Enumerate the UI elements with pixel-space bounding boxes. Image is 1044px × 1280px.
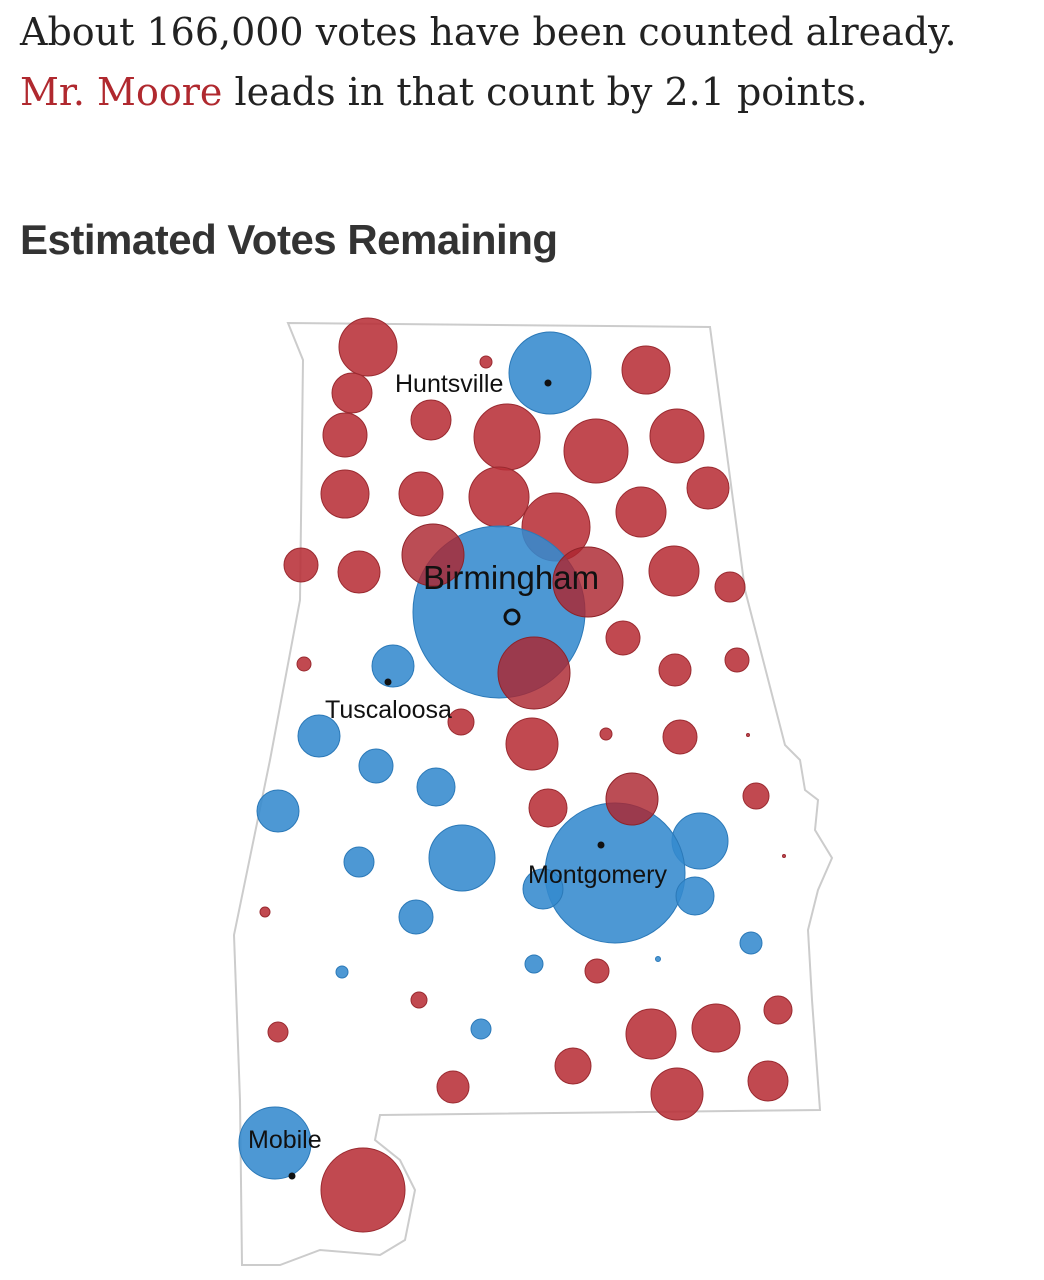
city-dot (288, 1172, 296, 1180)
vote-bubble (763, 995, 793, 1025)
city-label: Huntsville (395, 370, 503, 398)
vote-bubble (621, 345, 671, 395)
vote-bubble (447, 708, 475, 736)
vote-bubble (296, 656, 312, 672)
vote-bubble (338, 317, 398, 377)
city-dot (384, 678, 392, 686)
city-dot (544, 379, 552, 387)
vote-bubble (343, 846, 375, 878)
vote-bubble (267, 1021, 289, 1043)
city-dot (503, 608, 521, 626)
vote-bubble (508, 331, 592, 415)
vote-bubble (739, 931, 763, 955)
vote-bubble (259, 906, 271, 918)
vote-bubble (522, 868, 564, 910)
vote-bubble (436, 1070, 470, 1104)
vote-bubble (479, 355, 493, 369)
vote-bubble (256, 789, 300, 833)
intro: About 166,000 votes have been counted al… (20, 2, 957, 122)
intro-line2: leads in that count by 2.1 points. (222, 70, 868, 114)
vote-bubble (398, 471, 444, 517)
vote-bubble (782, 854, 786, 858)
vote-bubble (691, 1003, 741, 1053)
vote-bubble (320, 1147, 406, 1233)
intro-line1: About 166,000 votes have been counted al… (20, 10, 957, 54)
candidate-name: Mr. Moore (20, 70, 223, 114)
vote-bubble (686, 466, 730, 510)
vote-bubble (416, 767, 456, 807)
city-label: Mobile (248, 1126, 322, 1154)
vote-bubble (470, 1018, 492, 1040)
vote-bubble (625, 1008, 677, 1060)
vote-bubble (599, 727, 613, 741)
vote-bubble (320, 469, 370, 519)
city-label: Tuscaloosa (325, 696, 452, 724)
vote-bubble (401, 523, 465, 587)
vote-bubble (371, 644, 415, 688)
bubbles (238, 317, 793, 1233)
vote-bubble (468, 466, 530, 528)
vote-bubble (331, 372, 373, 414)
vote-bubble (605, 620, 641, 656)
city-label: Montgomery (528, 861, 667, 889)
vote-bubble (238, 1106, 312, 1180)
vote-bubble (473, 403, 541, 471)
vote-bubble (658, 653, 692, 687)
vote-bubble (554, 1047, 592, 1085)
vote-bubble (337, 550, 381, 594)
vote-bubble (335, 965, 349, 979)
state-outline (232, 321, 834, 1266)
vote-bubble (675, 876, 715, 916)
city-label: Birmingham (423, 559, 599, 596)
vote-bubble (524, 954, 544, 974)
vote-bubble (410, 399, 452, 441)
vote-bubble (322, 412, 368, 458)
vote-bubble (605, 772, 659, 826)
vote-bubble (724, 647, 750, 673)
vote-bubble (283, 547, 319, 583)
vote-bubble (410, 991, 428, 1009)
vote-bubble (655, 956, 661, 962)
vote-bubble (649, 408, 705, 464)
vote-bubble (662, 719, 698, 755)
vote-bubble (528, 788, 568, 828)
city-dot (597, 841, 605, 849)
vote-bubble (398, 899, 434, 935)
vote-bubble (497, 636, 571, 710)
vote-bubble (615, 486, 667, 538)
map-title: Estimated Votes Remaining (20, 216, 558, 263)
vote-bubble (742, 782, 770, 810)
vote-bubble (552, 546, 624, 618)
vote-bubble (584, 958, 610, 984)
vote-bubble (747, 1060, 789, 1102)
vote-bubble (650, 1067, 704, 1121)
vote-bubble (714, 571, 746, 603)
vote-bubble (648, 545, 700, 597)
vote-bubble (428, 824, 496, 892)
vote-bubble (297, 714, 341, 758)
vote-bubble (505, 717, 559, 771)
vote-bubble (563, 418, 629, 484)
vote-bubble (358, 748, 394, 784)
vote-bubble (746, 733, 750, 737)
